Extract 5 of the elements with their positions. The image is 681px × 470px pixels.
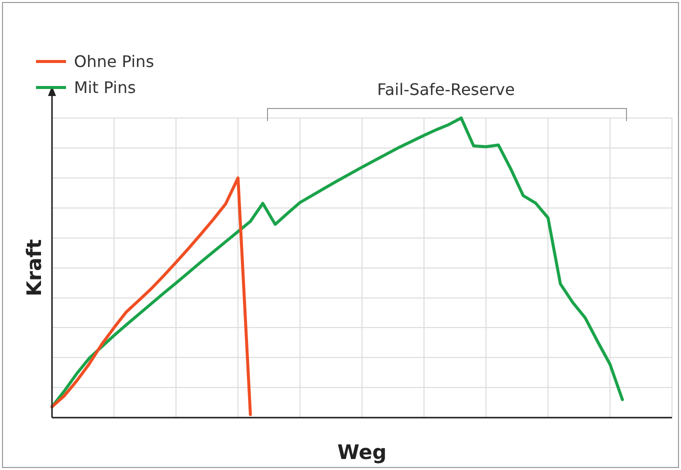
legend-label: Mit Pins xyxy=(74,78,136,96)
legend-label: Ohne Pins xyxy=(74,52,154,70)
y-axis-title: Kraft xyxy=(22,238,46,296)
text: Fail-Safe-Reserve xyxy=(377,80,515,99)
x-axis-title: Weg xyxy=(337,440,387,464)
